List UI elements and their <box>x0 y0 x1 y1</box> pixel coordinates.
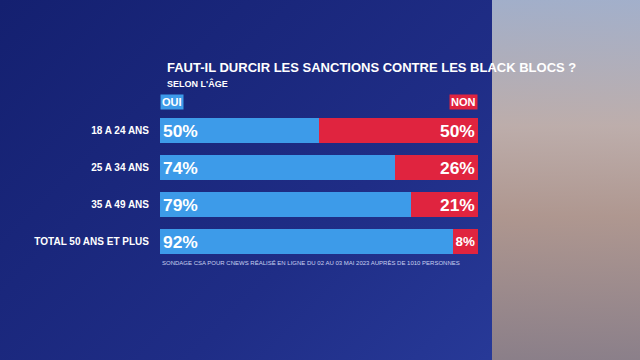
svg-text:26%: 26% <box>440 158 475 178</box>
svg-text:79%: 79% <box>163 195 198 215</box>
svg-text:92%: 92% <box>163 232 198 252</box>
svg-text:NON: NON <box>451 96 476 108</box>
svg-text:SONDAGE CSA POUR CNEWS RÉALISÉ: SONDAGE CSA POUR CNEWS RÉALISÉ EN LIGNE … <box>162 260 460 266</box>
svg-text:50%: 50% <box>163 121 198 141</box>
svg-text:50%: 50% <box>440 121 475 141</box>
svg-text:SELON L'ÂGE: SELON L'ÂGE <box>167 78 228 89</box>
svg-text:FAUT-IL DURCIR LES SANCTIONS C: FAUT-IL DURCIR LES SANCTIONS CONTRE LES … <box>167 60 576 75</box>
svg-text:18 A 24 ANS: 18 A 24 ANS <box>91 125 149 136</box>
svg-text:74%: 74% <box>163 158 198 178</box>
svg-text:TOTAL 50 ANS ET PLUS: TOTAL 50 ANS ET PLUS <box>34 236 149 247</box>
svg-text:25 A 34 ANS: 25 A 34 ANS <box>91 162 149 173</box>
svg-text:21%: 21% <box>440 195 475 215</box>
svg-text:8%: 8% <box>456 234 475 249</box>
svg-text:35 A 49 ANS: 35 A 49 ANS <box>91 199 149 210</box>
svg-text:OUI: OUI <box>162 96 182 108</box>
